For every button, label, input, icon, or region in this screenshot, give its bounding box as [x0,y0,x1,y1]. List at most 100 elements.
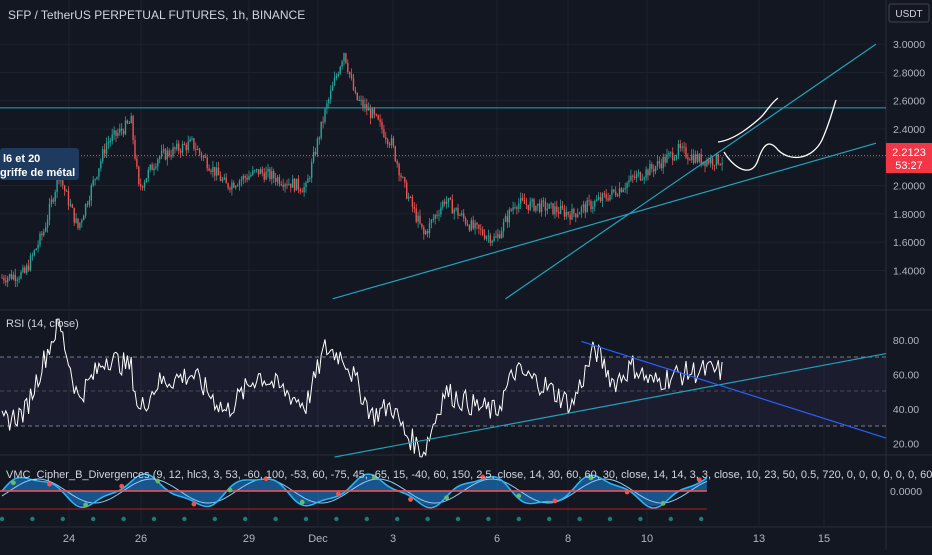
candle-body [578,212,581,215]
candle-body [316,138,319,155]
candle-body [96,176,98,179]
drawings[interactable] [0,43,886,300]
candle-body [113,130,115,135]
candle-body [280,184,282,186]
candle-body [337,73,339,76]
wmc-dot [263,476,269,482]
projection-path[interactable] [723,99,837,171]
candle-body [231,182,233,190]
candle-body [700,154,702,165]
candle-body [387,139,389,144]
candle-body [250,174,252,177]
candle-body [335,75,338,78]
candle-body [618,188,621,197]
rsi-trendline[interactable] [581,340,887,439]
price-trendline[interactable] [505,43,877,300]
candle-body [394,146,396,161]
candle-body [643,177,645,180]
candle-body [71,204,73,208]
candle-body [681,146,683,148]
candle-body [464,218,467,224]
currency-badge[interactable] [888,3,930,23]
x-tick-label: 24 [63,533,75,545]
candle-body [290,183,292,188]
wmc-bottom-dot [455,516,461,522]
x-axis: 24 26 29 Dec 3 6 8 10 13 15 [63,533,830,545]
rsi-trendline[interactable] [334,352,887,458]
note-line2: griffe de métal [0,167,75,179]
candle-body [609,194,611,201]
candle-body [83,215,85,221]
candle-body [457,207,459,216]
candle-body [217,167,220,176]
wmc-label[interactable]: VMC_Cipher_B_Divergences (9, 12, hlc3, 3… [6,469,932,481]
candle-body [396,160,398,164]
candle-body [400,175,402,178]
wmc-bottom-dot [364,516,369,522]
y-tick-label: 1.6000 [893,237,925,249]
grid [0,0,886,527]
wmc-bottom-dot [91,516,96,522]
candle-body [468,225,471,231]
candle-body [470,220,472,231]
candle-body [554,206,556,215]
candle-body [567,211,569,215]
candle-body [419,215,421,224]
candle-body [561,205,564,209]
candle-body [244,175,246,178]
candle-body [516,207,518,210]
candle-body [178,143,180,151]
candle-body [1,277,3,279]
wmc-bottom-dot [182,516,187,522]
candle-body [559,205,562,214]
candle-body [616,195,619,197]
candle-body [423,227,425,235]
candle-body [379,119,381,122]
candle-body [696,154,699,162]
candle-body [525,203,528,205]
wmc-bottom-dot [486,516,491,522]
wmc-bottom-dot [607,516,613,522]
candle-body [444,201,446,204]
candle-body [303,186,305,193]
candle-body [575,213,577,218]
candle-body [426,231,429,234]
candle-body [548,203,550,209]
wmc-dot [155,478,161,484]
candle-body [181,144,184,153]
wmc-bottom-dot [577,516,582,522]
price-trendline[interactable] [332,142,877,300]
candle-body [653,168,655,172]
candle-body [594,200,596,207]
projection-path[interactable] [717,97,779,143]
candle-body [647,169,649,176]
candle-body [404,177,406,183]
candle-body [24,267,26,273]
candle-body [352,78,355,91]
candle-body [193,138,195,149]
candle-body [3,277,5,281]
x-tick-label: 26 [135,533,147,545]
candle-body [586,200,588,213]
candle-body [115,130,117,136]
candle-body [624,188,626,190]
candle-body [411,197,414,208]
candle-body [155,166,157,169]
wmc-dot [696,477,702,483]
note-box[interactable] [0,148,79,180]
candle-body [65,190,68,192]
x-tick-label: 13 [753,533,765,545]
candle-body [537,203,539,206]
candle-body [233,182,235,188]
candle-body [242,175,244,180]
candle-body [428,222,431,234]
candle-body [282,184,284,187]
candle-body [451,199,453,214]
rsi-label[interactable]: RSI (14, close) [6,318,79,330]
wmc-dot [11,480,16,486]
candle-body [124,120,127,135]
candle-body [552,203,554,215]
candle-body [518,203,520,210]
